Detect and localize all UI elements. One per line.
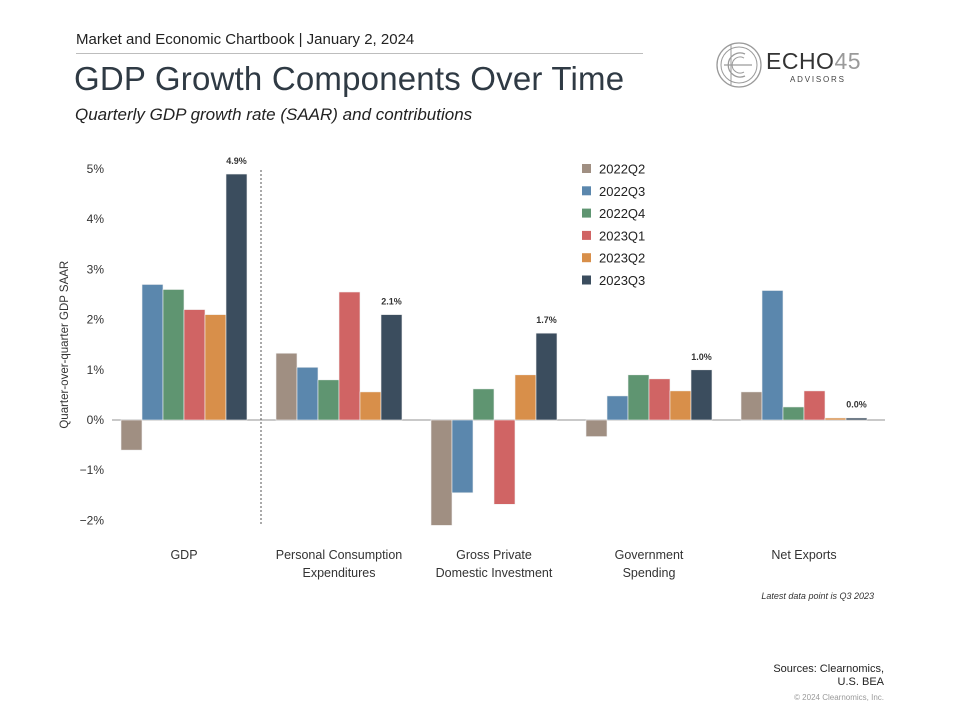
circle-e-monogram-icon bbox=[716, 42, 762, 88]
category-label: Net Exports bbox=[771, 548, 836, 562]
legend-swatch-2023q3 bbox=[582, 275, 591, 285]
bar-2022q3 bbox=[761, 290, 784, 421]
bar-2022q2 bbox=[275, 352, 298, 421]
data-label: 1.7% bbox=[536, 315, 557, 325]
logo-wordmark: ECHO45 bbox=[766, 48, 861, 75]
bar-2022q4 bbox=[627, 374, 650, 421]
sources-text: Sources: Clearnomics, U.S. BEA bbox=[773, 663, 884, 689]
bar-2023q2 bbox=[514, 374, 537, 421]
category-label: Personal Consumption bbox=[276, 548, 403, 562]
bar-2022q2 bbox=[585, 419, 608, 437]
legend-label: 2022Q4 bbox=[599, 206, 645, 221]
sources-line-2: U.S. BEA bbox=[837, 676, 884, 688]
category-label: Expenditures bbox=[303, 566, 376, 580]
bar-2022q3 bbox=[141, 284, 164, 421]
page-subtitle: Quarterly GDP growth rate (SAAR) and con… bbox=[75, 105, 473, 124]
bar-2022q3 bbox=[451, 419, 474, 494]
bar-2022q4 bbox=[162, 289, 185, 421]
y-tick-label: 0% bbox=[87, 413, 105, 427]
legend-swatch-2022q2 bbox=[582, 164, 591, 173]
category-label: Gross Private bbox=[456, 548, 532, 562]
legend-swatch-2023q1 bbox=[582, 230, 591, 240]
bar-2022q4 bbox=[317, 379, 340, 421]
bar-2023q1 bbox=[183, 309, 206, 421]
y-tick-label: 4% bbox=[87, 212, 105, 226]
legend-label: 2023Q1 bbox=[599, 228, 645, 243]
logo-brand: ECHO bbox=[766, 48, 835, 74]
bar-2022q3 bbox=[606, 395, 629, 421]
latest-data-note: Latest data point is Q3 2023 bbox=[761, 591, 874, 601]
sources-line-1: Sources: Clearnomics, bbox=[773, 663, 884, 675]
y-axis-label: Quarter-over-quarter GDP SAAR bbox=[59, 261, 71, 429]
y-tick-label: 5% bbox=[87, 162, 105, 176]
legend-label: 2022Q2 bbox=[599, 162, 645, 177]
bar-2023q1 bbox=[648, 378, 671, 421]
chartbook-header: Market and Economic Chartbook | January … bbox=[76, 31, 415, 48]
bar-2022q2 bbox=[430, 419, 453, 526]
bar-2022q4 bbox=[472, 388, 495, 421]
bar-2023q3 bbox=[690, 369, 713, 421]
logo-tagline: ADVISORS bbox=[790, 75, 846, 84]
bar-2023q2 bbox=[824, 417, 847, 421]
y-tick-label: −2% bbox=[80, 513, 105, 527]
data-label: 4.9% bbox=[226, 156, 247, 166]
legend-label: 2023Q2 bbox=[599, 251, 645, 266]
bar-2022q2 bbox=[120, 419, 143, 451]
bar-2023q3 bbox=[535, 332, 558, 421]
copyright-text: © 2024 Clearnomics, Inc. bbox=[794, 693, 884, 702]
page-title: GDP Growth Components Over Time bbox=[74, 60, 625, 97]
bar-2023q2 bbox=[359, 391, 382, 421]
legend-label: 2023Q3 bbox=[599, 273, 645, 288]
bar-2023q1 bbox=[338, 291, 361, 421]
bar-2022q3 bbox=[296, 366, 319, 421]
bar-2023q1 bbox=[803, 390, 826, 421]
data-label: 2.1% bbox=[381, 297, 402, 307]
category-label: GDP bbox=[170, 548, 197, 562]
logo-brand-number: 45 bbox=[834, 48, 862, 74]
legend-label: 2022Q3 bbox=[599, 184, 645, 199]
y-tick-label: 2% bbox=[87, 313, 105, 327]
bar-2023q3 bbox=[845, 417, 868, 421]
bar-2022q4 bbox=[782, 406, 805, 421]
bar-2023q3 bbox=[225, 173, 248, 421]
data-label: 1.0% bbox=[691, 352, 712, 362]
bar-2023q1 bbox=[493, 419, 516, 505]
bar-2023q3 bbox=[380, 314, 403, 421]
data-label: 0.0% bbox=[846, 399, 867, 409]
y-tick-label: 1% bbox=[87, 363, 105, 377]
category-label: Domestic Investment bbox=[436, 566, 553, 580]
echo45-logo: ECHO45 ADVISORS bbox=[714, 40, 864, 90]
category-label: Government bbox=[615, 548, 684, 562]
bar-2023q2 bbox=[204, 314, 227, 421]
legend-swatch-2022q3 bbox=[582, 186, 591, 196]
bar-2022q2 bbox=[740, 391, 763, 421]
category-label: Spending bbox=[623, 566, 676, 580]
legend-swatch-2022q4 bbox=[582, 208, 591, 218]
y-tick-label: 3% bbox=[87, 262, 105, 276]
bar-2023q2 bbox=[669, 390, 692, 421]
legend-swatch-2023q2 bbox=[582, 253, 591, 263]
header-divider bbox=[76, 53, 643, 54]
y-tick-label: −1% bbox=[80, 463, 105, 477]
